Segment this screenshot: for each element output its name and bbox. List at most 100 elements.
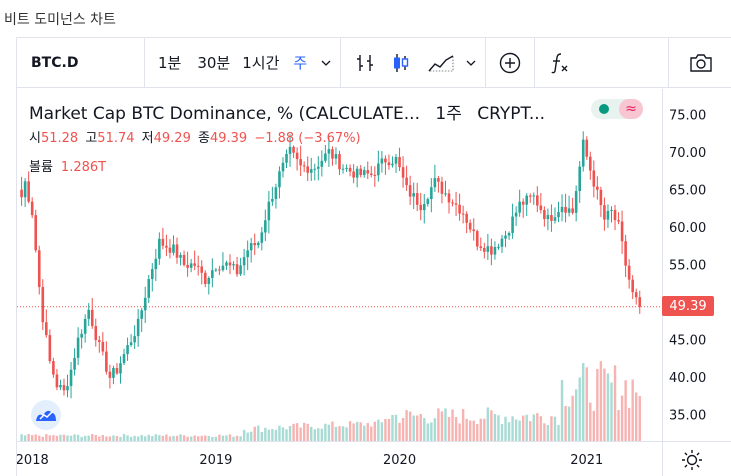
volume-bar [511,416,514,441]
snapshot-camera-icon[interactable] [668,37,731,88]
interval-1m-button[interactable]: 1분 [158,54,182,72]
candle-body [348,167,352,172]
volume-bar [546,424,550,441]
market-open-dot-icon [599,104,609,114]
volume-bar [525,414,528,441]
candle-body [267,201,271,221]
candle-body [101,341,105,352]
volume-bar [257,425,260,441]
candle-body [83,318,87,334]
interval-week-button[interactable]: 주 [293,54,308,72]
volume-bar [23,435,27,441]
volume-bar [30,435,34,441]
candle-body [366,170,370,174]
volume-value: 1.286T [60,160,107,175]
price-chart[interactable]: 75.0070.0065.0060.0055.0050.0045.0040.00… [17,89,731,476]
candle-body [444,193,447,195]
volume-bar [218,434,221,441]
y-tick-label: 45.00 [669,334,706,349]
candle-body [359,168,362,176]
volume-bar [514,419,518,441]
add-compare-plus-icon[interactable] [492,38,528,88]
volume-bar [115,436,119,441]
volume-bar [193,435,196,441]
candle-body [532,195,536,197]
volume-bar [592,410,596,441]
data-delay-wave-icon: ≈ [619,99,643,119]
volume-bar [468,420,472,441]
volume-bar [582,362,585,441]
volume-bar [239,436,242,441]
candle-body [196,265,200,267]
legend-exchange: CRYPT... [477,104,546,124]
candle-body [45,322,48,336]
candle-body [30,201,34,216]
candle-body [384,158,387,163]
interval-30m-button[interactable]: 30분 [197,54,231,72]
area-chart-icon[interactable] [419,38,463,88]
volume-bar [91,434,94,441]
candle-body [603,205,606,220]
candle-body [112,367,115,378]
candle-body [451,202,454,204]
candle-body [278,171,281,188]
candle-body [331,149,334,159]
interval-1h-button[interactable]: 1시간 [242,54,280,72]
candle-body [34,215,38,251]
candle-body [23,181,27,198]
volume-bar [497,415,500,441]
interval-dropdown-chevron-icon[interactable] [318,38,334,88]
volume-bar [553,416,557,441]
symbol-search-button[interactable]: BTC.D [17,37,145,88]
candle-body [557,212,560,218]
change-value: −1.88 (−3.67%) [254,131,361,146]
candle-body [507,233,511,236]
volume-bar [461,409,465,441]
volume-bar [571,395,574,441]
tradingview-logo-icon[interactable] [31,400,61,430]
volume-bar [599,361,603,441]
candle-body [306,166,310,173]
indicators-fx-icon[interactable] [541,38,577,88]
candle-body [232,264,235,266]
series-legend: Market Cap BTC Dominance, % (CALCULATE..… [29,99,545,124]
chart-settings-gear-icon[interactable] [680,448,704,472]
volume-bar [589,402,592,441]
y-tick-label: 35.00 [669,409,706,424]
volume-bar [235,435,239,441]
candle-body [553,217,557,221]
candle-body [203,272,207,285]
volume-bar [38,435,41,441]
y-tick-label: 65.00 [669,184,706,199]
candle-body [525,195,529,205]
volume-bar [94,435,97,441]
candle-body [511,216,514,234]
volume-bar [271,429,274,441]
candle-body [514,212,518,217]
candle-body [543,210,546,220]
candle-body [292,146,295,153]
volume-bar [380,422,384,441]
chart-type-dropdown-chevron-icon[interactable] [463,38,479,88]
candle-body [41,287,45,323]
bars-chart-icon[interactable] [347,38,383,88]
volume-bar [165,434,168,441]
y-tick-label: 55.00 [669,259,706,274]
volume-bar [274,429,278,441]
candle-body [69,369,73,387]
candle-body [161,238,165,246]
volume-bar [334,426,338,441]
candles-chart-icon[interactable] [383,38,419,88]
market-status-pill[interactable]: ≈ [591,99,643,119]
volume-bar [355,421,359,441]
volume-bar [101,434,105,441]
candle-body [483,248,486,252]
candle-body [588,156,592,171]
volume-label: 볼륨 [29,160,53,175]
candle-body [48,335,52,362]
candle-body [426,199,430,204]
x-tick-label: 2018 [17,453,49,468]
candle-body [362,170,366,176]
candle-body [27,181,30,202]
volume-bar [285,429,288,441]
